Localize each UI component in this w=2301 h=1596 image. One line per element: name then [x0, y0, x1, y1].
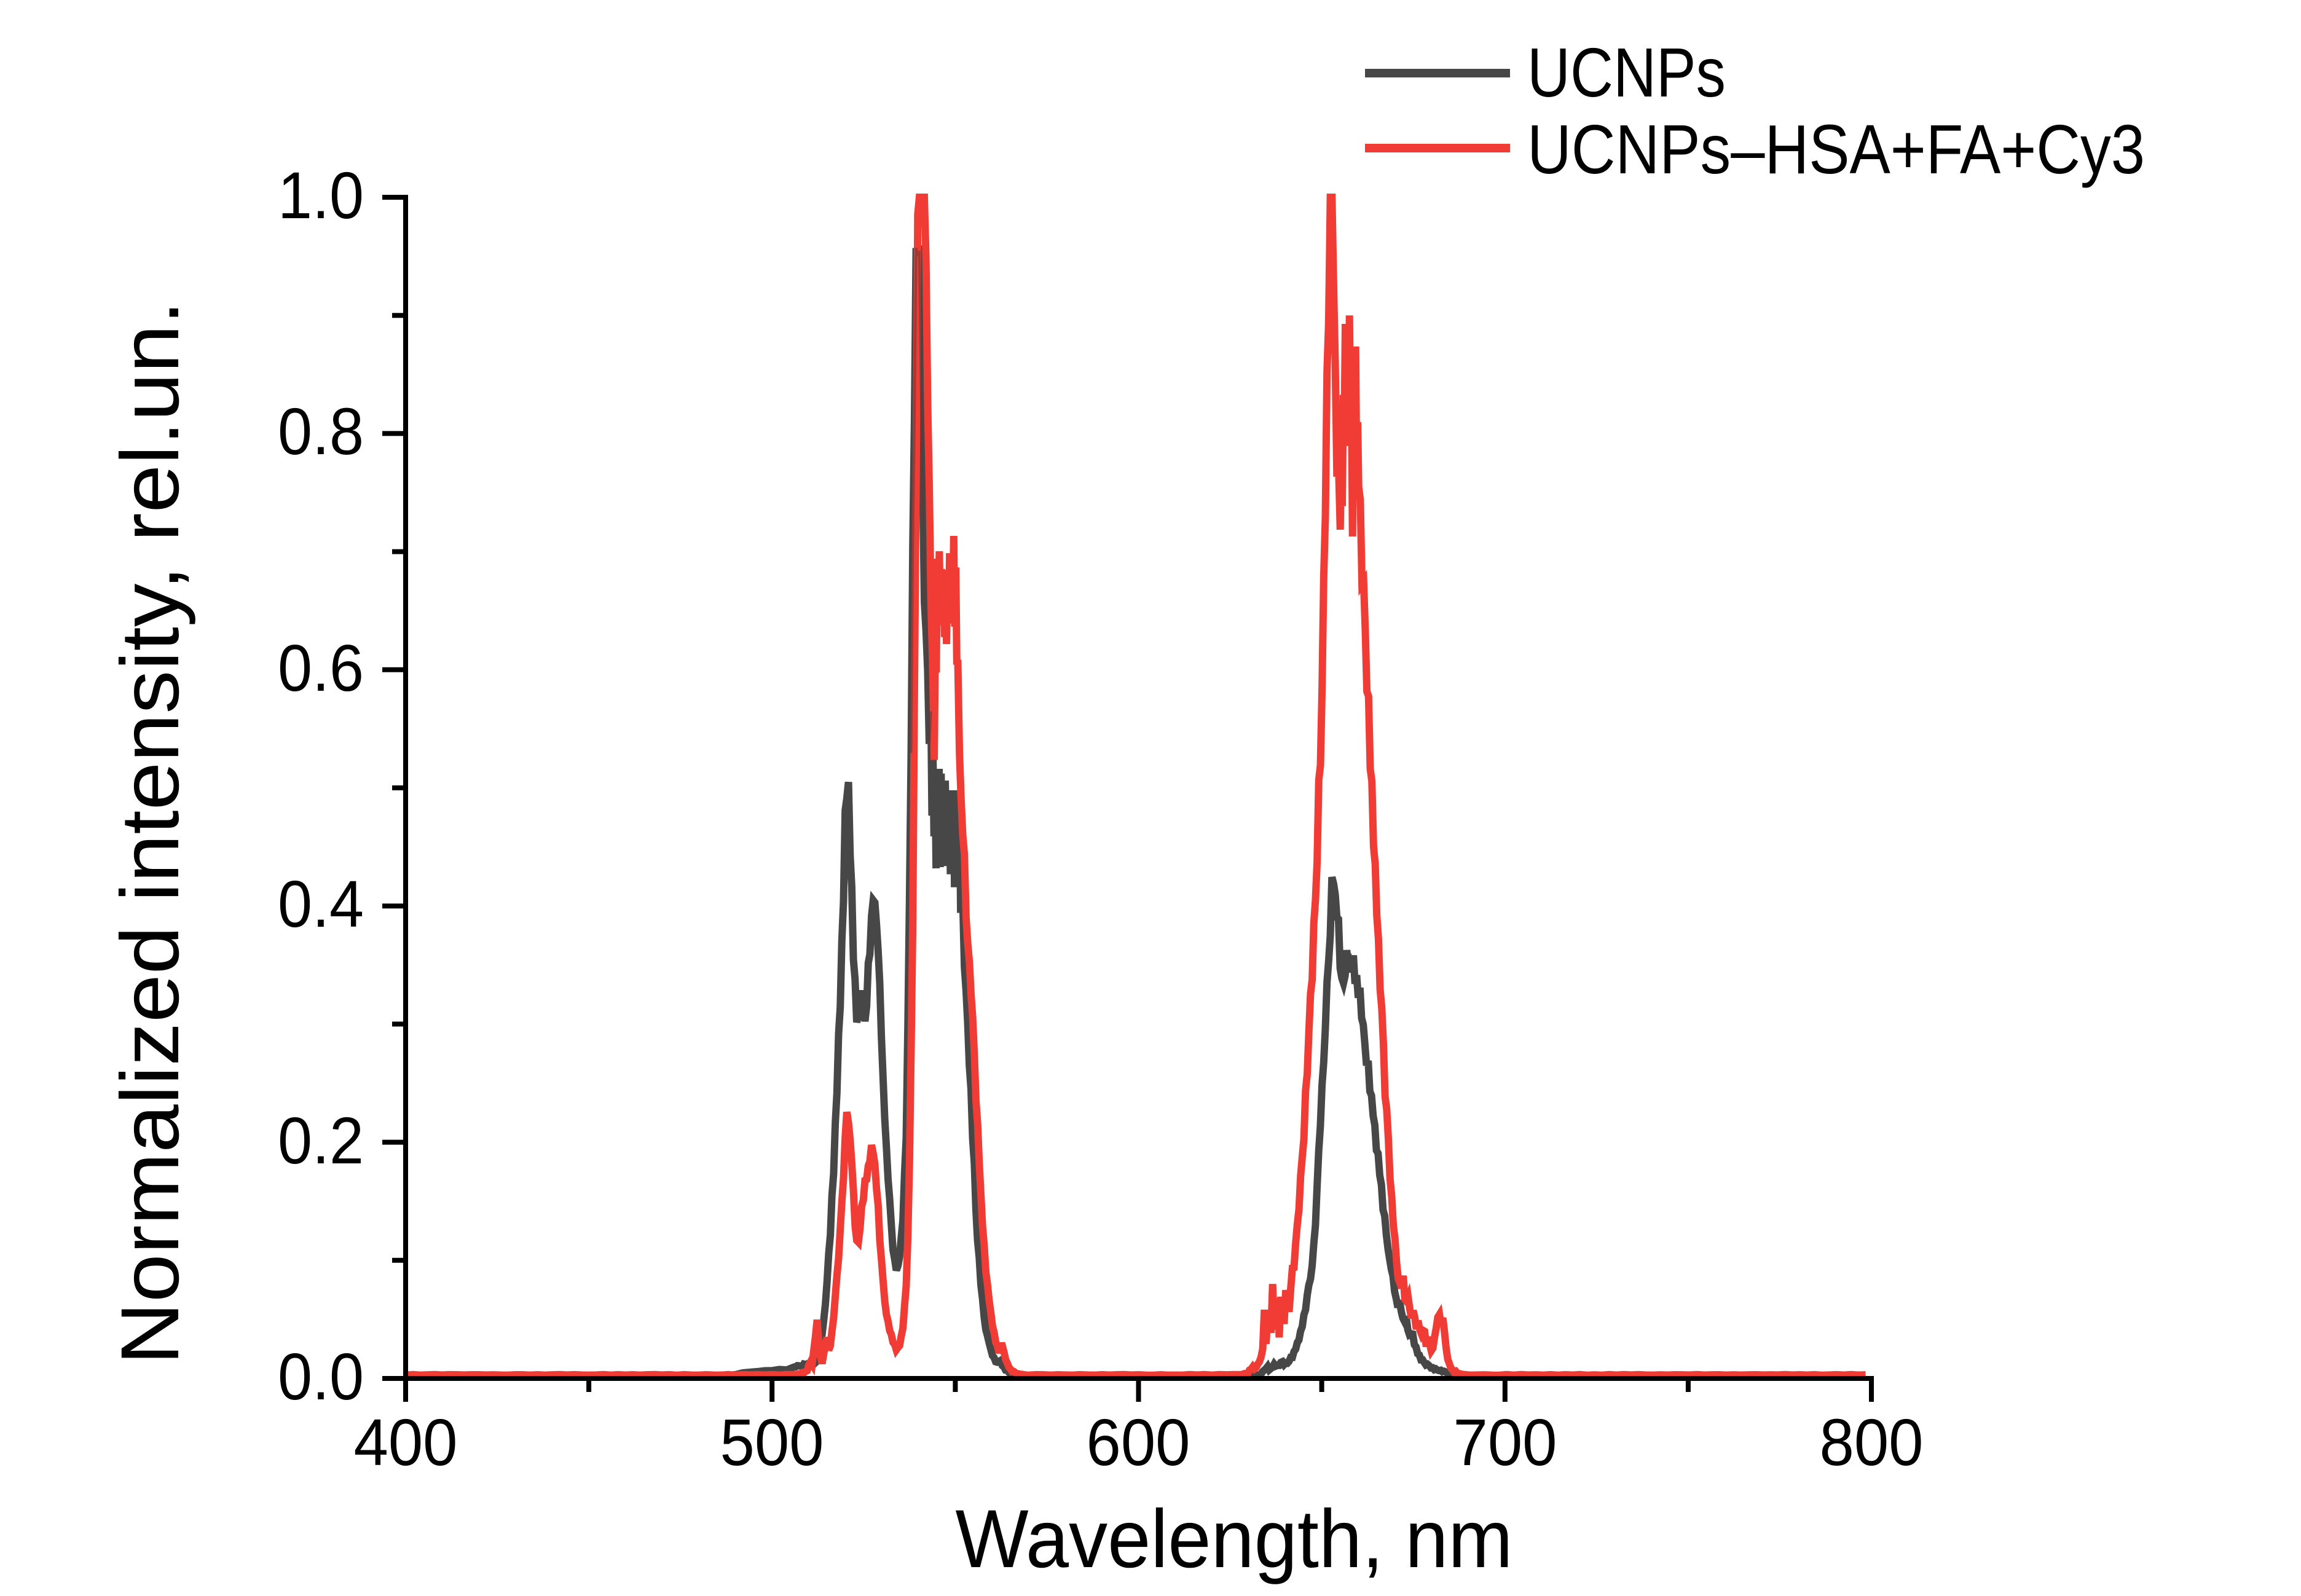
svg-text:700: 700: [1453, 1405, 1557, 1479]
svg-text:0.6: 0.6: [278, 631, 364, 705]
svg-text:0.8: 0.8: [278, 394, 364, 468]
svg-text:0.0: 0.0: [278, 1339, 364, 1413]
svg-text:400: 400: [354, 1405, 458, 1479]
svg-text:Normalized intensity, rel.un.: Normalized intensity, rel.un.: [104, 301, 196, 1365]
svg-text:1.0: 1.0: [278, 158, 364, 232]
svg-text:UCNPs–HSA+FA+Cy3: UCNPs–HSA+FA+Cy3: [1527, 111, 2145, 188]
svg-text:0.2: 0.2: [278, 1103, 364, 1177]
svg-text:800: 800: [1820, 1405, 1924, 1479]
svg-text:600: 600: [1087, 1405, 1190, 1479]
svg-text:500: 500: [720, 1405, 824, 1479]
svg-text:Wavelength, nm: Wavelength, nm: [956, 1493, 1513, 1585]
svg-text:0.4: 0.4: [278, 867, 364, 941]
svg-text:UCNPs: UCNPs: [1527, 34, 1726, 111]
